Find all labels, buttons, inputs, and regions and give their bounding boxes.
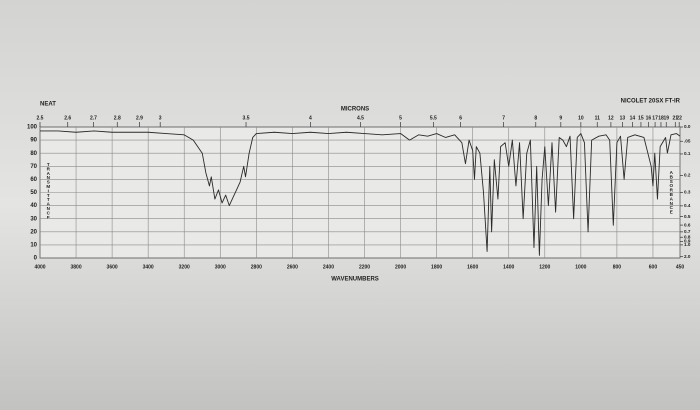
y2-tick-label: 2.0 (684, 254, 691, 259)
y-tick-label: 40 (30, 203, 37, 209)
x2-tick-label: 10 (578, 115, 584, 121)
y2-tick-label: 0.6 (684, 222, 691, 227)
x2-tick-label: 17 (652, 115, 658, 121)
x-tick-label: 600 (649, 264, 658, 270)
x2-tick-label: 13 (620, 115, 626, 121)
y-tick-label: 50 (30, 190, 37, 196)
x2-tick-label: 8 (534, 115, 537, 121)
y-tick-label: 20 (30, 229, 37, 235)
y-tick-label: 80 (30, 151, 37, 157)
x-tick-label: 1400 (503, 264, 514, 270)
x-tick-label: 3400 (143, 264, 154, 270)
x-axis-title: WAVENUMBERS (331, 277, 379, 283)
x2-tick-label: 3 (159, 115, 162, 121)
y2-tick-label: 0.3 (684, 190, 691, 195)
x2-tick-label: 12 (608, 115, 614, 121)
x2-tick-label: 4.5 (357, 115, 364, 121)
x2-tick-label: 9 (559, 115, 562, 121)
x2-tick-label: 18 (658, 115, 664, 121)
x-tick-label: 1200 (539, 264, 550, 270)
x2-tick-label: 15 (638, 115, 644, 121)
y2-tick-label: 0.5 (684, 214, 691, 219)
y2-tick-label: 0.2 (684, 173, 691, 178)
x2-tick-label: 7 (502, 115, 505, 121)
x-tick-label: 2600 (287, 264, 298, 270)
y2-tick-label: 0.4 (684, 203, 691, 208)
x2-tick-label: 2.8 (114, 115, 121, 121)
x2-tick-label: 6 (459, 115, 462, 121)
y2-tick-label: 0.1 (684, 151, 691, 156)
x-tick-label: 2400 (323, 264, 334, 270)
y-tick-label: 60 (30, 177, 37, 183)
x2-tick-label: 3.5 (243, 115, 250, 121)
x2-tick-label: 19 (663, 115, 669, 121)
y2-tick-label: 1.0 (684, 242, 691, 247)
y2-tick-label: 0.0 (684, 124, 691, 129)
spectrum-line (40, 130, 681, 256)
x2-tick-label: 14 (630, 115, 636, 121)
x-tick-label: 1800 (431, 264, 442, 270)
y-tick-label: 10 (30, 242, 37, 248)
y-tick-label: 0 (34, 256, 38, 262)
x-tick-label: 1600 (467, 264, 478, 270)
x-tick-label: 4000 (34, 264, 45, 270)
x-tick-label: 3600 (107, 264, 118, 270)
y2-tick-label: 0.7 (684, 229, 691, 234)
x-tick-label: 3000 (215, 264, 226, 270)
x2-tick-label: 4 (309, 115, 312, 121)
y-tick-label: 100 (27, 125, 38, 131)
x-tick-label: 3200 (179, 264, 190, 270)
x2-tick-label: 21 (672, 115, 678, 121)
x2-axis-title: MICRONS (341, 107, 369, 113)
y2-tick-label: 0.9 (684, 239, 691, 244)
x-tick-label: 2000 (395, 264, 406, 270)
x-tick-label: 1000 (575, 264, 586, 270)
x-tick-label: 3800 (70, 264, 81, 270)
x-tick-label: 2200 (359, 264, 370, 270)
y-tick-label: 90 (30, 138, 37, 144)
x2-tick-label: 16 (646, 115, 652, 121)
instrument-label: NICOLET 20SX FT-IR (621, 99, 681, 105)
y-tick-label: 70 (30, 164, 37, 170)
y2-tick-label: .05 (684, 138, 691, 143)
y-axis-title: TRANSMITTANCE (45, 162, 50, 219)
x2-tick-label: 2.9 (136, 115, 143, 121)
x2-tick-label: 11 (595, 115, 601, 121)
y2-tick-label: 0.8 (684, 234, 691, 239)
x2-tick-label: 2.5 (37, 115, 44, 121)
x2-tick-label: 22 (676, 115, 682, 121)
x2-tick-label: 5 (399, 115, 402, 121)
y2-axis-title: ABSORBANCE (668, 170, 673, 214)
x2-tick-label: 2.7 (90, 115, 97, 121)
y-tick-label: 30 (30, 216, 37, 222)
x-tick-label: 800 (613, 264, 622, 270)
x-tick-label: 450 (676, 264, 685, 270)
x2-tick-label: 5.5 (430, 115, 437, 121)
x2-tick-label: 2.6 (64, 115, 71, 121)
chart-title: NEAT (40, 102, 56, 108)
x-tick-label: 2800 (251, 264, 262, 270)
